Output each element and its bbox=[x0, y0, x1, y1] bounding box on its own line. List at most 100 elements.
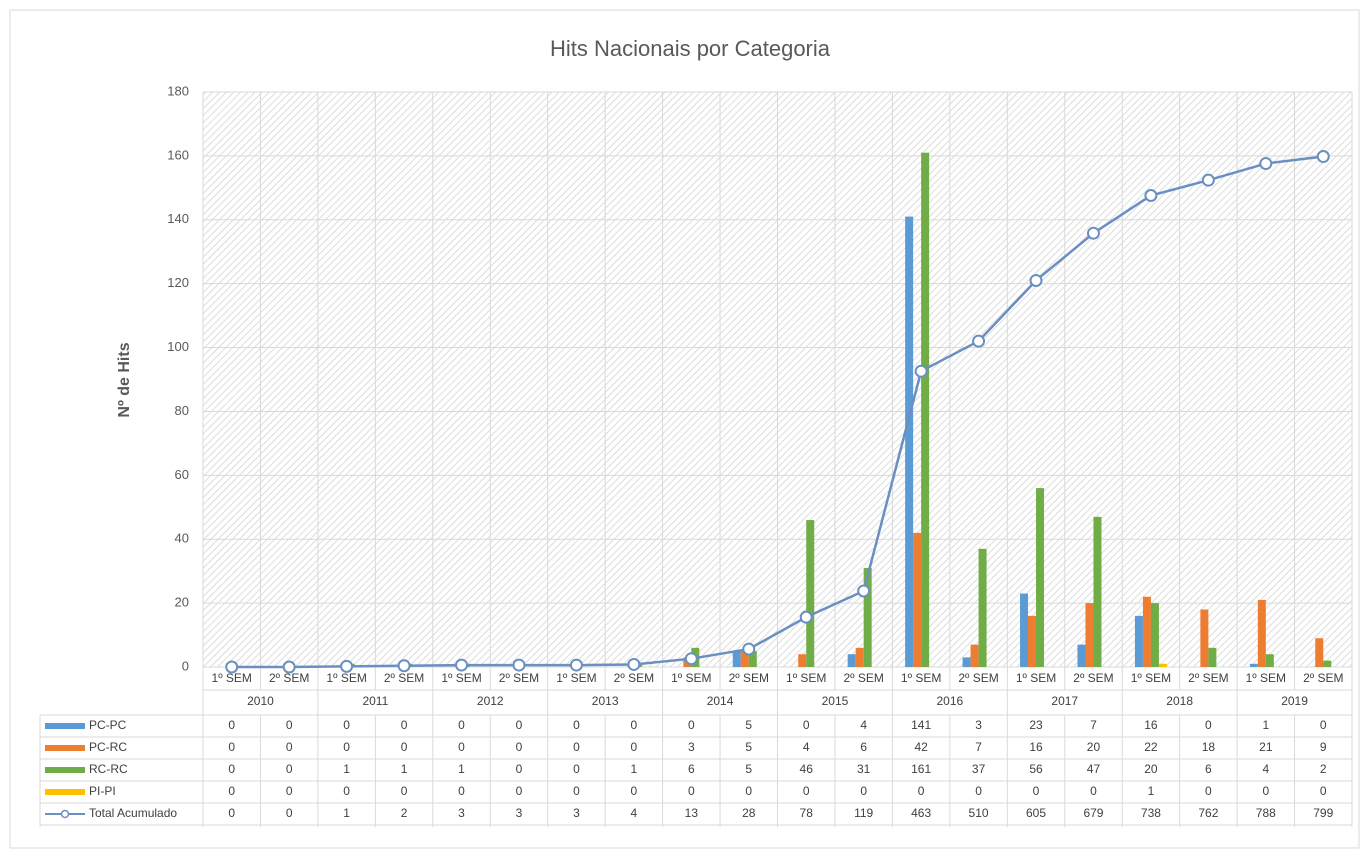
y-axis-title: Nº de Hits bbox=[116, 342, 133, 417]
x-tick-label: 1º SEM bbox=[786, 671, 826, 685]
table-cell: 46 bbox=[800, 762, 814, 776]
y-tick-label: 180 bbox=[167, 83, 189, 98]
table-cell: 0 bbox=[1320, 784, 1327, 798]
table-cell: 0 bbox=[573, 762, 580, 776]
table-cell: 4 bbox=[631, 806, 638, 820]
table-cell: 5 bbox=[745, 762, 752, 776]
table-cell: 0 bbox=[516, 740, 523, 754]
x-group-label: 2013 bbox=[592, 694, 619, 708]
x-tick-label: 2º SEM bbox=[1073, 671, 1113, 685]
table-cell: 799 bbox=[1313, 806, 1333, 820]
line-marker bbox=[972, 334, 986, 348]
x-group-label: 2016 bbox=[936, 694, 963, 708]
x-tick-label: 1º SEM bbox=[1131, 671, 1171, 685]
table-cell: 0 bbox=[286, 718, 293, 732]
y-tick-label: 20 bbox=[175, 595, 189, 610]
y-tick-label: 100 bbox=[167, 339, 189, 354]
table-cell: 0 bbox=[343, 740, 350, 754]
legend-key-marker bbox=[60, 809, 70, 819]
table-cell: 0 bbox=[573, 718, 580, 732]
table-cell: 0 bbox=[975, 784, 982, 798]
table-cell: 6 bbox=[688, 762, 695, 776]
table-cell: 3 bbox=[975, 718, 982, 732]
x-tick-label: 2º SEM bbox=[269, 671, 309, 685]
y-tick-label: 120 bbox=[167, 275, 189, 290]
table-cell: 0 bbox=[631, 784, 638, 798]
table-cell: 2 bbox=[401, 806, 408, 820]
table-cell: 0 bbox=[343, 718, 350, 732]
table-cell: 23 bbox=[1029, 718, 1043, 732]
table-cell: 31 bbox=[857, 762, 871, 776]
bar bbox=[1200, 609, 1209, 667]
table-cell: 0 bbox=[1033, 784, 1040, 798]
bar bbox=[1077, 644, 1086, 667]
bar bbox=[863, 567, 872, 667]
table-cell: 20 bbox=[1144, 762, 1158, 776]
legend-label: RC-RC bbox=[89, 762, 128, 776]
table-cell: 0 bbox=[631, 740, 638, 754]
line-marker bbox=[627, 657, 641, 671]
bar bbox=[1315, 638, 1324, 667]
line-marker bbox=[455, 658, 469, 672]
x-group-label: 2015 bbox=[822, 694, 849, 708]
table-cell: 0 bbox=[1320, 718, 1327, 732]
table-cell: 0 bbox=[228, 784, 235, 798]
y-tick-label: 40 bbox=[175, 531, 189, 546]
table-cell: 42 bbox=[914, 740, 928, 754]
table-cell: 0 bbox=[401, 740, 408, 754]
table-cell: 9 bbox=[1320, 740, 1327, 754]
table-cell: 0 bbox=[286, 806, 293, 820]
table-cell: 0 bbox=[803, 718, 810, 732]
line-marker bbox=[1086, 226, 1100, 240]
bar bbox=[1020, 593, 1029, 667]
line-marker bbox=[799, 610, 813, 624]
line-marker bbox=[857, 584, 871, 598]
bar bbox=[740, 651, 749, 667]
table-cell: 0 bbox=[458, 718, 465, 732]
bar bbox=[905, 216, 914, 668]
legend-label: PC-RC bbox=[89, 740, 127, 754]
x-tick-label: 2º SEM bbox=[384, 671, 424, 685]
table-cell: 0 bbox=[228, 762, 235, 776]
table-cell: 0 bbox=[1090, 784, 1097, 798]
table-cell: 0 bbox=[401, 784, 408, 798]
table-cell: 1 bbox=[1148, 784, 1155, 798]
table-cell: 6 bbox=[1205, 762, 1212, 776]
x-tick-label: 2º SEM bbox=[1303, 671, 1343, 685]
table-cell: 56 bbox=[1029, 762, 1043, 776]
bar bbox=[1158, 663, 1167, 667]
legend-label: PC-PC bbox=[89, 718, 127, 732]
bar bbox=[1249, 663, 1258, 667]
table-cell: 0 bbox=[458, 740, 465, 754]
bar bbox=[1134, 615, 1143, 667]
line-marker bbox=[1201, 173, 1215, 187]
table-cell: 37 bbox=[972, 762, 986, 776]
x-tick-label: 2º SEM bbox=[843, 671, 883, 685]
bar bbox=[921, 152, 930, 667]
bar bbox=[1093, 516, 1102, 667]
table-cell: 5 bbox=[745, 718, 752, 732]
table-cell: 0 bbox=[286, 784, 293, 798]
line-marker bbox=[1259, 157, 1273, 171]
x-tick-label: 1º SEM bbox=[441, 671, 481, 685]
x-group-label: 2018 bbox=[1166, 694, 1193, 708]
table-cell: 3 bbox=[573, 806, 580, 820]
legend-label: PI-PI bbox=[89, 784, 116, 798]
bar bbox=[970, 644, 979, 667]
table-cell: 0 bbox=[516, 784, 523, 798]
x-tick-label: 1º SEM bbox=[326, 671, 366, 685]
table-cell: 47 bbox=[1087, 762, 1101, 776]
table-cell: 788 bbox=[1256, 806, 1276, 820]
table-cell: 2 bbox=[1320, 762, 1327, 776]
bar bbox=[1085, 603, 1094, 667]
table-cell: 0 bbox=[803, 784, 810, 798]
bar bbox=[798, 654, 807, 667]
table-cell: 3 bbox=[458, 806, 465, 820]
bar bbox=[913, 532, 922, 667]
x-group-label: 2012 bbox=[477, 694, 504, 708]
table-cell: 0 bbox=[745, 784, 752, 798]
table-cell: 0 bbox=[688, 718, 695, 732]
table-cell: 161 bbox=[911, 762, 931, 776]
table-cell: 0 bbox=[228, 718, 235, 732]
